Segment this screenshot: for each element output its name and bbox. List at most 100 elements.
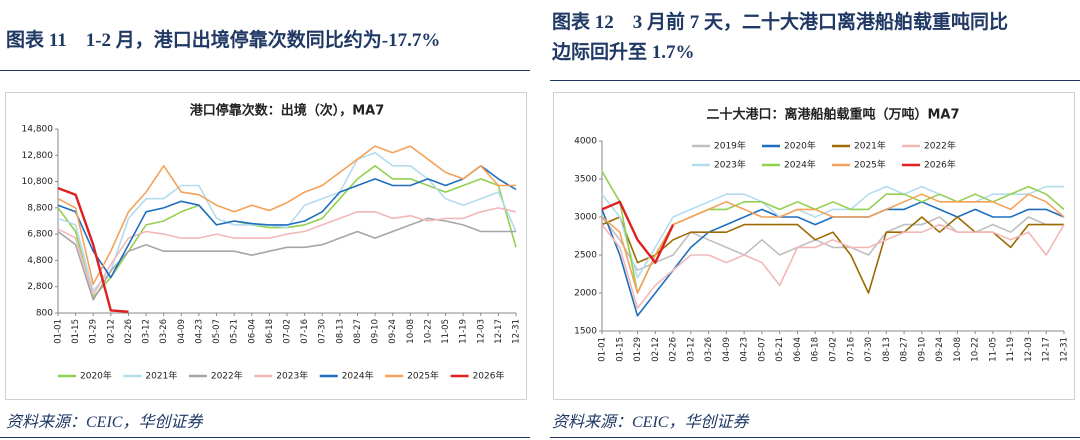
x-tick-label: 04-23 bbox=[194, 319, 204, 344]
legend-label: 2026年 bbox=[924, 159, 956, 171]
heading-line: 图表 12 3 月前 7 天，二十大港口离港船舶载重吨同比 bbox=[552, 12, 1009, 33]
rule bbox=[0, 437, 530, 438]
chart: 港口停靠次数：出境（次），MA7 800 2,800 4,800 6,800 8,800 1… bbox=[5, 92, 527, 400]
heading: 图表 12 3 月前 7 天，二十大港口离港船舶载重吨同比 边际回升至 1.7% bbox=[552, 8, 1008, 68]
x-tick-label: 03-12 bbox=[686, 337, 696, 362]
x-tick-label: 06-04 bbox=[247, 319, 257, 344]
x-tick-label: 08-13 bbox=[335, 319, 345, 344]
x-tick-label: 10-22 bbox=[971, 337, 981, 362]
chart-title: 港口停靠次数：出境（次），MA7 bbox=[190, 103, 385, 119]
x-tick-label: 05-21 bbox=[230, 319, 240, 344]
legend-label: 2023年 bbox=[276, 370, 308, 382]
legend-label: 2023年 bbox=[714, 159, 746, 171]
x-tick-label: 01-15 bbox=[71, 319, 81, 344]
x-tick-label: 08-13 bbox=[882, 337, 892, 362]
x-tick-label: 03-12 bbox=[142, 319, 152, 344]
legend-label: 2024年 bbox=[342, 370, 374, 382]
x-tick-label: 12-31 bbox=[512, 319, 522, 344]
x-tick-label: 05-07 bbox=[757, 337, 767, 362]
series-line bbox=[57, 217, 516, 301]
x-tick-label: 12-31 bbox=[1060, 337, 1070, 362]
y-tick-label: 2000 bbox=[574, 289, 597, 299]
x-tick-label: 01-29 bbox=[89, 319, 99, 344]
x-tick-label: 09-10 bbox=[917, 337, 927, 362]
rule bbox=[0, 70, 530, 71]
legend-label: 2025年 bbox=[407, 370, 439, 382]
x-tick-label: 07-30 bbox=[318, 319, 328, 344]
series-line bbox=[57, 145, 516, 285]
y-tick-label: 4,800 bbox=[27, 256, 53, 266]
x-tick-label: 08-27 bbox=[900, 337, 910, 362]
y-tick-label: 800 bbox=[36, 309, 53, 319]
source: 资料来源：CEIC，华创证券 bbox=[6, 414, 203, 431]
x-tick-label: 07-16 bbox=[846, 337, 856, 362]
y-tick-label: 3000 bbox=[574, 213, 597, 223]
heading: 图表 11 1-2 月，港口出境停靠次数同比约为-17.7% bbox=[6, 26, 440, 56]
x-tick-label: 12-17 bbox=[1042, 337, 1052, 362]
x-tick-label: 07-02 bbox=[283, 319, 293, 344]
x-tick-label: 07-16 bbox=[300, 319, 310, 344]
x-tick-label: 11-19 bbox=[1006, 337, 1016, 362]
y-tick-label: 12,800 bbox=[22, 151, 54, 161]
chart: 二十大港口：离港船舶载重吨（万吨）MA7 1500 2000 2500 3000 3500… bbox=[553, 92, 1075, 400]
legend-label: 2022年 bbox=[211, 370, 243, 382]
x-tick-label: 04-09 bbox=[722, 337, 732, 362]
legend-label: 2019年 bbox=[714, 140, 746, 152]
series-line bbox=[601, 200, 675, 264]
series-line bbox=[57, 207, 517, 296]
x-tick-label: 06-04 bbox=[793, 337, 803, 362]
x-tick-label: 06-18 bbox=[811, 337, 821, 362]
series-line bbox=[601, 185, 1064, 279]
series-line bbox=[601, 193, 1065, 294]
x-tick-label: 03-26 bbox=[159, 319, 169, 344]
legend-label: 2020年 bbox=[784, 140, 816, 152]
y-tick-label: 1500 bbox=[574, 327, 597, 337]
y-tick-label: 3500 bbox=[574, 175, 597, 185]
x-tick-label: 09-24 bbox=[935, 337, 945, 362]
x-tick-label: 09-10 bbox=[371, 319, 381, 344]
legend-label: 2021年 bbox=[854, 140, 886, 152]
series-line bbox=[57, 186, 129, 313]
legend-label: 2022年 bbox=[924, 140, 956, 152]
x-tick-label: 02-26 bbox=[669, 337, 679, 362]
y-tick-label: 2500 bbox=[574, 251, 597, 261]
x-tick-label: 05-21 bbox=[775, 337, 785, 362]
x-tick-label: 02-26 bbox=[124, 319, 134, 344]
x-tick-label: 11-05 bbox=[988, 337, 998, 362]
x-tick-label: 07-30 bbox=[864, 337, 874, 362]
series-line bbox=[57, 151, 517, 292]
x-tick-label: 10-08 bbox=[406, 319, 416, 344]
x-tick-label: 02-12 bbox=[106, 319, 116, 344]
rule bbox=[550, 80, 1080, 81]
legend-label: 2024年 bbox=[784, 159, 816, 171]
legend-label: 2021年 bbox=[145, 370, 177, 382]
x-tick-label: 04-09 bbox=[177, 319, 187, 344]
x-tick-label: 01-15 bbox=[615, 337, 625, 362]
x-tick-label: 01-29 bbox=[633, 337, 643, 362]
y-tick-label: 8,800 bbox=[27, 203, 53, 213]
rule bbox=[550, 437, 1080, 438]
x-tick-label: 07-02 bbox=[829, 337, 839, 362]
x-tick-label: 08-27 bbox=[353, 319, 363, 344]
x-tick-label: 12-03 bbox=[1024, 337, 1034, 362]
y-tick-label: 6,800 bbox=[27, 230, 53, 240]
chart-title: 二十大港口：离港船舶载重吨（万吨）MA7 bbox=[706, 107, 959, 123]
series-line bbox=[601, 216, 1064, 271]
x-tick-label: 06-18 bbox=[265, 319, 275, 344]
x-tick-label: 12-17 bbox=[494, 319, 504, 344]
x-tick-label: 03-26 bbox=[704, 337, 714, 362]
x-tick-label: 12-03 bbox=[476, 319, 486, 344]
x-tick-label: 04-23 bbox=[740, 337, 750, 362]
x-tick-label: 11-19 bbox=[459, 319, 469, 344]
x-tick-label: 10-08 bbox=[953, 337, 963, 362]
x-tick-label: 02-12 bbox=[651, 337, 661, 362]
legend-label: 2020年 bbox=[80, 370, 112, 382]
heading-line: 边际回升至 1.7% bbox=[552, 42, 695, 63]
series-line bbox=[57, 165, 517, 279]
x-tick-label: 01-01 bbox=[598, 337, 608, 362]
x-tick-label: 11-05 bbox=[441, 319, 451, 344]
x-tick-label: 09-24 bbox=[388, 319, 398, 344]
legend-label: 2025年 bbox=[854, 159, 886, 171]
x-tick-label: 10-22 bbox=[423, 319, 433, 344]
